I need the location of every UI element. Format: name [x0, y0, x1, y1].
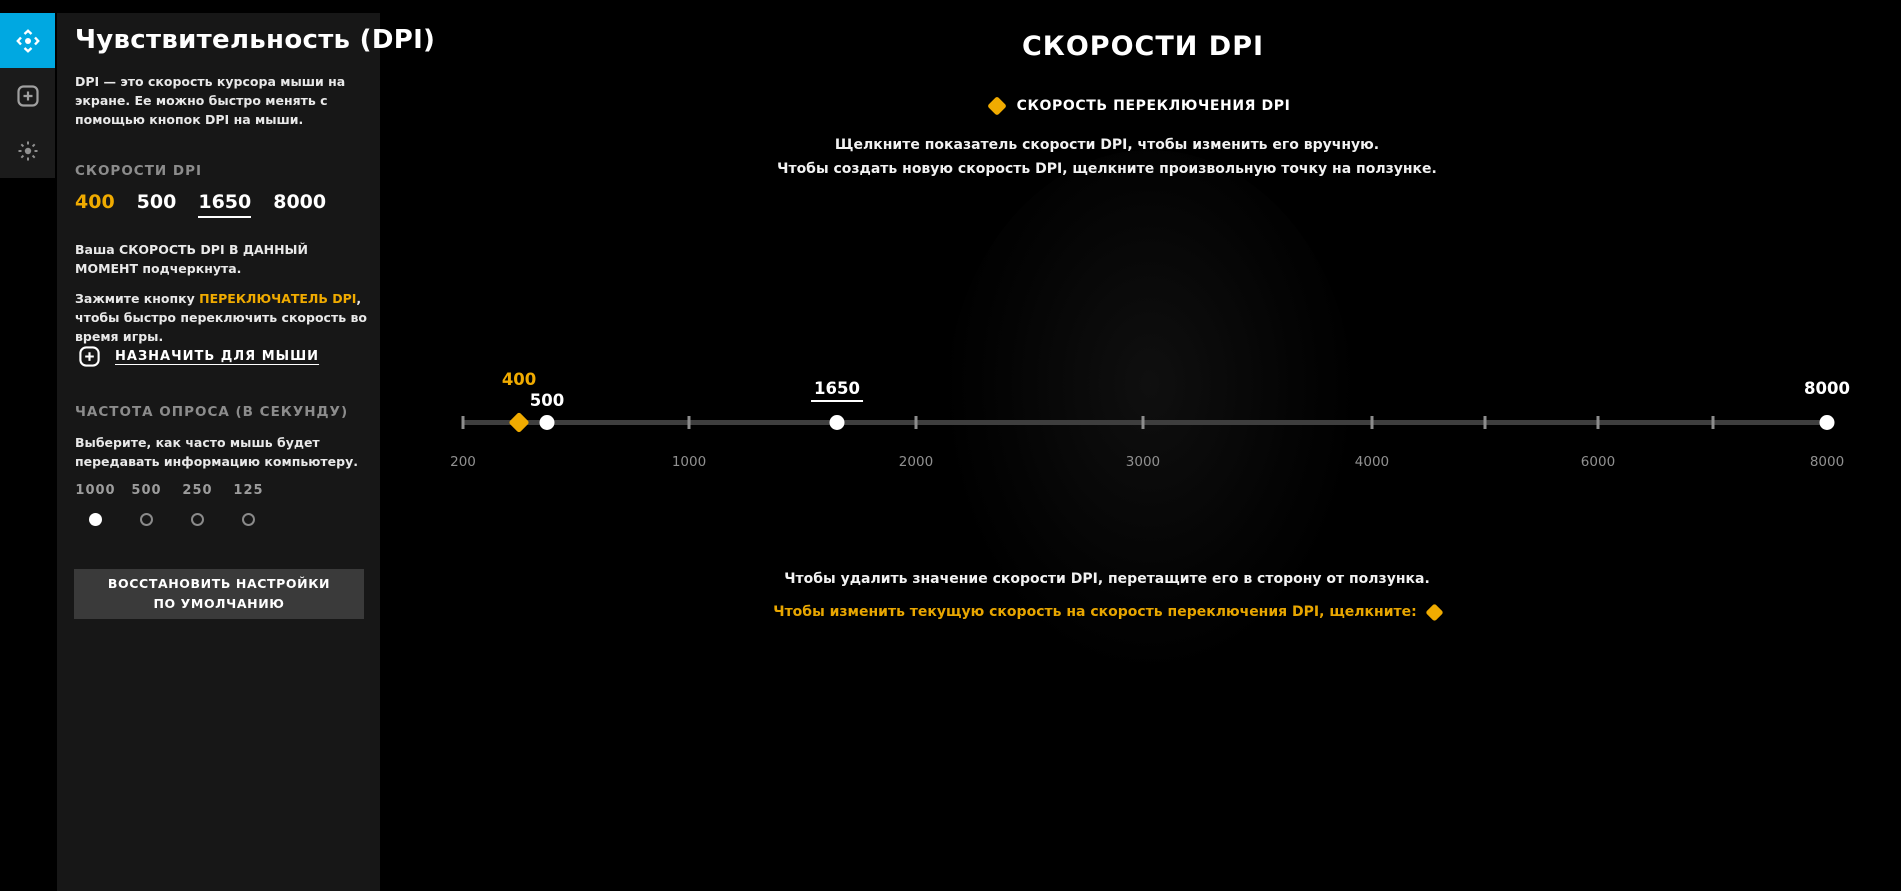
mouse-silhouette [945, 150, 1355, 670]
slider-tick-3000 [1141, 416, 1145, 429]
polling-radios-row [70, 513, 274, 526]
polling-rate-label: ЧАСТОТА ОПРОСА (В СЕКУНДУ) [75, 404, 349, 420]
polling-radio-1000[interactable] [89, 513, 102, 526]
add-icon [16, 84, 39, 107]
panel-title: Чувствительность (DPI) [75, 25, 436, 55]
slider-tick-6000 [1596, 416, 1600, 429]
polling-value-125: 125 [233, 483, 264, 498]
slider-tick-label-3000: 3000 [1125, 454, 1161, 470]
add-assign-icon [79, 346, 100, 367]
slider-tick-2000 [914, 416, 918, 429]
dpi-shift-marker[interactable] [508, 411, 530, 434]
sidebar-item-sensitivity[interactable] [0, 13, 55, 68]
polling-radio-250[interactable] [191, 513, 204, 526]
dpi-speeds-label: СКОРОСТИ DPI [75, 163, 203, 179]
note-remove-speed: Чтобы удалить значение скорости DPI, пер… [784, 571, 1430, 587]
shift-note-prefix: Зажмите кнопку [75, 291, 200, 306]
dpi-speed-1650[interactable]: 1650 [198, 191, 252, 218]
polling-value-250: 250 [182, 483, 213, 498]
panel-description: DPI — это скорость курсора мыши на экран… [75, 74, 346, 127]
slider-tick-label-8000: 8000 [1809, 454, 1845, 470]
dpi-marker-label-1650[interactable]: 1650 [811, 379, 863, 402]
sidebar-item-add-profile[interactable] [0, 68, 55, 123]
settings-panel: Чувствительность (DPI) DPI — это скорост… [57, 13, 435, 891]
dpi-marker-label-8000[interactable]: 8000 [1804, 379, 1850, 398]
slider-tick-label-4000: 4000 [1354, 454, 1390, 470]
dpi-marker-500[interactable] [539, 415, 555, 430]
footer-shift-row: Чтобы изменить текущую скорость на скоро… [385, 602, 1829, 622]
note-change-to-shift: Чтобы изменить текущую скорость на скоро… [773, 604, 1417, 620]
dpi-slider-track[interactable]: 200 1000 2000 3000 4000 6000 8000 400 500 1650 800… [450, 370, 1850, 470]
instruction-edit-speed: Щелкните показатель скорости DPI, чтобы … [834, 137, 1380, 153]
polling-value-1000: 1000 [75, 483, 116, 498]
dpi-marker-1650[interactable] [829, 415, 845, 430]
dpi-shift-diamond-icon [986, 96, 1007, 116]
sidebar-item-lighting[interactable] [0, 123, 55, 178]
stage-title: СКОРОСТИ DPI [1021, 31, 1265, 62]
dpi-speeds-row: 400 500 1650 8000 [75, 191, 326, 218]
polling-description: Выберите, как часто мышь будет передават… [75, 435, 358, 469]
dpi-marker-label-500[interactable]: 500 [529, 391, 565, 410]
dpi-speed-8000[interactable]: 8000 [273, 191, 327, 213]
slider-tick-label-200: 200 [450, 454, 476, 470]
dpi-marker-8000[interactable] [1819, 415, 1835, 430]
assign-to-mouse-label: НАЗНАЧИТЬ ДЛЯ МЫШИ [115, 349, 320, 364]
polling-values-row: 1000 500 250 125 [70, 483, 274, 498]
slider-tick-minor [1711, 416, 1715, 429]
dpi-shift-legend-label: СКОРОСТЬ ПЕРЕКЛЮЧЕНИЯ DPI [1016, 98, 1291, 114]
slider-tick-label-1000: 1000 [671, 454, 707, 470]
slider-tick-4000 [1370, 416, 1374, 429]
dpi-shift-legend: СКОРОСТЬ ПЕРЕКЛЮЧЕНИЯ DPI [385, 96, 1895, 116]
slider-tick-minor [1483, 416, 1487, 429]
shift-note-suffix: , чтобы быстро переключить скорость во в… [75, 291, 367, 344]
icon-sidebar [0, 13, 55, 178]
dpi-sensitivity-icon [15, 28, 40, 53]
dpi-marker-label-400[interactable]: 400 [501, 370, 537, 389]
dpi-speed-500[interactable]: 500 [136, 191, 177, 213]
polling-value-500: 500 [131, 483, 162, 498]
slider-tick-label-6000: 6000 [1580, 454, 1616, 470]
dpi-speed-400[interactable]: 400 [75, 191, 115, 213]
assign-to-mouse-button[interactable]: НАЗНАЧИТЬ ДЛЯ МЫШИ [78, 345, 319, 368]
polling-radio-125[interactable] [242, 513, 255, 526]
lighting-icon [18, 141, 37, 160]
slider-tick-1000 [687, 416, 691, 429]
current-dpi-note: Ваша СКОРОСТЬ DPI В ДАННЫЙ МОМЕНТ подчер… [75, 242, 308, 276]
reset-defaults-button[interactable]: ВОССТАНОВИТЬ НАСТРОЙКИ ПО УМОЛЧАНИЮ [74, 569, 364, 619]
instruction-create-speed: Чтобы создать новую скорость DPI, щелкни… [777, 161, 1437, 177]
slider-tick-label-2000: 2000 [898, 454, 934, 470]
polling-radio-500[interactable] [140, 513, 153, 526]
slider-tick-200 [461, 416, 465, 429]
dpi-shift-highlight: ПЕРЕКЛЮЧАТЕЛЬ DPI [199, 291, 357, 306]
shift-dpi-note: Зажмите кнопку ПЕРЕКЛЮЧАТЕЛЬ DPI, чтобы … [75, 290, 371, 346]
footer-shift-diamond-icon[interactable] [1425, 602, 1444, 622]
